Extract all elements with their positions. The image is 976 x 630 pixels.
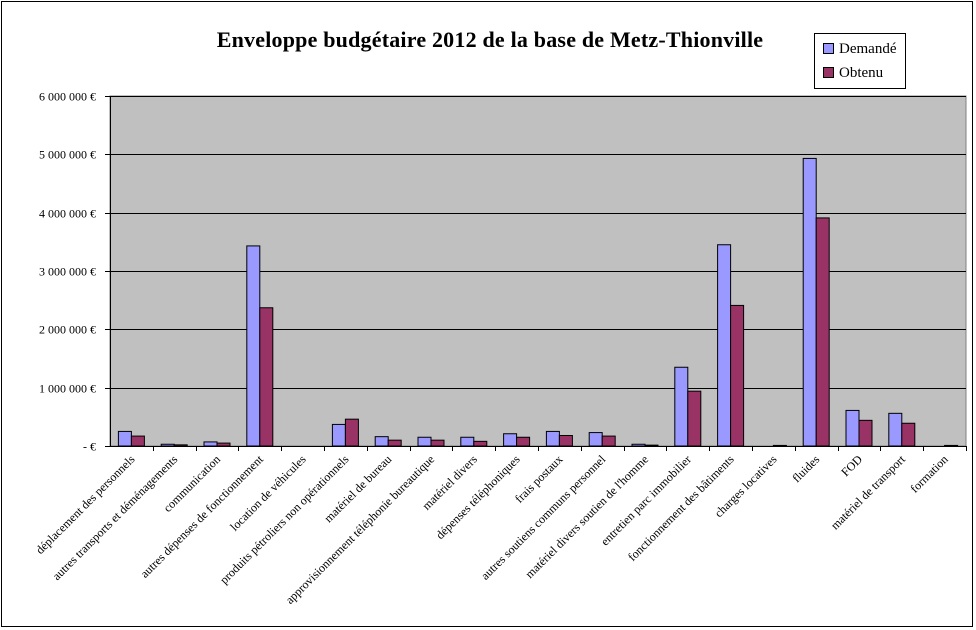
- bar-obtenu: [772, 444, 787, 447]
- bar-demande: [374, 436, 389, 447]
- bar-obtenu: [815, 217, 830, 447]
- x-category-label: dépenses téléphoniques: [433, 452, 523, 542]
- y-tick-label: 4 000 000 €: [39, 207, 96, 221]
- bar-obtenu: [644, 444, 659, 447]
- bar-demande: [417, 436, 432, 447]
- bar-demande: [674, 366, 689, 447]
- bar-obtenu: [344, 418, 359, 447]
- y-tick-label: 2 000 000 €: [39, 323, 96, 337]
- bar-demande: [460, 436, 475, 447]
- bar-demande: [117, 430, 132, 447]
- bar-demande: [503, 433, 518, 447]
- x-category-label: approvisionnement téléphonie bureautique: [283, 452, 438, 607]
- bar-demande: [588, 432, 603, 447]
- y-tick-label: 3 000 000 €: [39, 265, 96, 279]
- bar-demande: [203, 441, 218, 447]
- legend-item-obtenu: Obtenu: [823, 64, 883, 82]
- legend-label-demande: Demandé: [839, 41, 897, 57]
- legend-label-obtenu: Obtenu: [839, 65, 884, 81]
- bar-obtenu: [558, 435, 573, 447]
- bar-obtenu: [901, 422, 916, 447]
- x-category-label: formation: [907, 452, 950, 495]
- x-category-label: fluides: [789, 452, 822, 485]
- x-category-label: matériel de transport: [828, 452, 909, 533]
- bar-obtenu: [730, 304, 745, 447]
- legend: Demandé Obtenu: [814, 33, 906, 89]
- y-tick-label: - €: [83, 440, 96, 454]
- bar-demande: [160, 443, 175, 447]
- bar-obtenu: [259, 307, 274, 447]
- x-category-label: FOD: [838, 452, 865, 479]
- legend-swatch-obtenu: [823, 67, 834, 79]
- bar-demande: [802, 157, 817, 447]
- bar-demande: [845, 409, 860, 447]
- bar-obtenu: [858, 419, 873, 447]
- bar-obtenu: [944, 444, 959, 447]
- bar-demande: [631, 443, 646, 447]
- bar-demande: [717, 244, 732, 447]
- bar-obtenu: [516, 436, 531, 447]
- bar-obtenu: [173, 444, 188, 447]
- chart-title: Enveloppe budgétaire 2012 de la base de …: [216, 27, 764, 52]
- y-tick-label: 5 000 000 €: [39, 148, 96, 162]
- bar-obtenu: [687, 390, 702, 447]
- bar-demande: [331, 423, 346, 447]
- bar-demande: [545, 430, 560, 447]
- x-category-label: location de véhicules: [227, 452, 309, 534]
- legend-swatch-demande: [823, 43, 834, 55]
- bar-obtenu: [430, 439, 445, 447]
- bar-obtenu: [216, 442, 231, 447]
- legend-item-demande: Demandé: [823, 40, 896, 58]
- bar-obtenu: [473, 440, 488, 447]
- bar-obtenu: [130, 435, 145, 447]
- bar-obtenu: [601, 435, 616, 447]
- y-tick-label: 1 000 000 €: [39, 382, 96, 396]
- bar-demande: [246, 245, 261, 447]
- y-tick-label: 6 000 000 €: [39, 90, 96, 104]
- bar-demande: [888, 412, 903, 447]
- bar-obtenu: [387, 439, 402, 447]
